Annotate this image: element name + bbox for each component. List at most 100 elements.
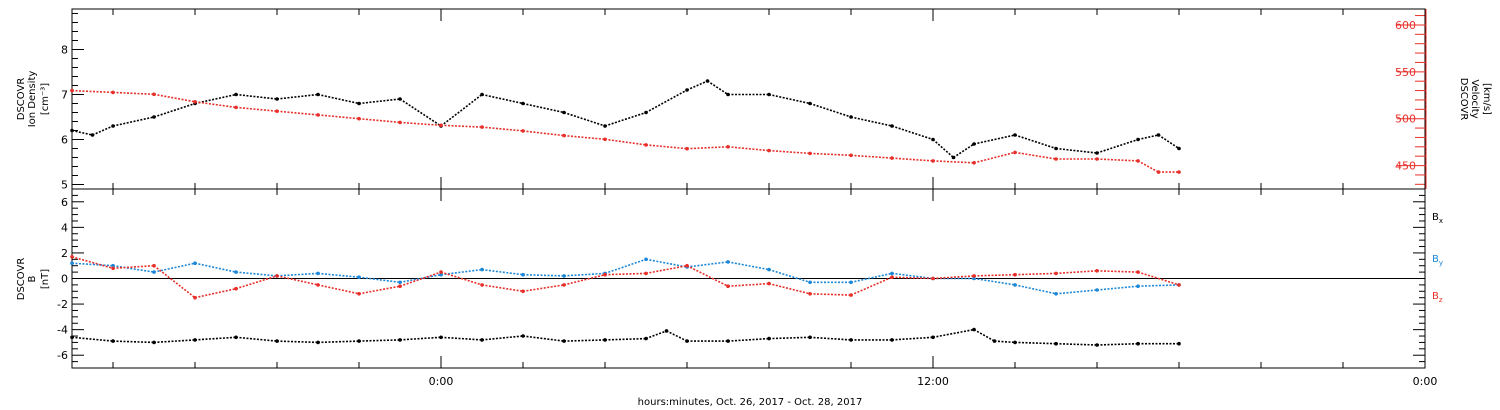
bz-segment [440,271,483,286]
bx-segment [1055,342,1098,346]
by-segment [194,262,237,273]
velocity-segment [604,138,647,146]
velocity-segment [71,89,114,94]
y-tick-label: 5 [61,179,68,192]
by-segment [973,277,1016,286]
bz-segment [768,282,811,295]
velocity-segment [112,91,155,96]
bx-segment [727,337,770,342]
velocity-segment [317,114,360,120]
bx-segment [891,336,934,341]
bz-segment [235,275,278,290]
by-segment [604,258,647,275]
density-segment [235,93,278,100]
density-segment [1096,138,1139,154]
density-segment [563,111,606,127]
density-segment [399,98,442,127]
legend-bz: Bz [1432,291,1443,304]
density-segment [973,134,1016,145]
bx-point [890,338,894,342]
bz-point [1054,271,1058,276]
y-tick-label: 6 [61,134,68,147]
density-segment [481,93,524,105]
bx-point [398,338,402,342]
density-segment [522,102,565,114]
density-label-line-1: DSCOVR [16,78,27,121]
by-segment [276,272,319,277]
bz-segment [686,264,729,287]
by-segment [645,258,688,268]
y-tick-label: 4 [61,221,68,234]
bx-segment [645,330,667,340]
bx-point [603,338,607,342]
bz-segment [1137,271,1180,286]
by-point [562,274,566,278]
density-segment [850,116,893,127]
bz-segment [112,264,155,270]
bx-segment [317,340,360,344]
bx-segment [71,336,114,342]
by-segment [440,268,483,276]
velocity-segment [522,130,565,137]
bz-segment [153,265,196,299]
velocity-segment [645,144,688,150]
velocity-segment [153,93,196,103]
bz-segment [563,273,606,286]
y-tick-label: 8 [61,44,68,57]
velocity-point [1177,170,1181,174]
x-tick-label: 0:00 [429,375,454,388]
bz-segment [276,275,319,286]
velocity-label-line-2: Velocity [1469,79,1480,118]
density-segment [686,80,708,91]
field-label-line-2: B [27,275,38,282]
bx-point [193,338,197,342]
density-segment [707,80,729,96]
velocity-segment [358,117,401,124]
bx-segment [666,330,688,342]
data-marks [70,79,1181,347]
density-segment [276,93,319,100]
velocity-segment [1096,158,1139,162]
bx-point [726,339,730,343]
by-segment [850,272,893,284]
bx-segment [1014,341,1057,345]
bx-segment [440,336,483,341]
by-segment [1096,285,1139,291]
y-tick-label: -6 [57,349,68,362]
y-tick-label: 2 [61,247,68,260]
by-segment [358,276,401,284]
velocity-segment [276,110,319,116]
by-segment [686,261,729,268]
x-tick-label: 0:00 [1413,375,1438,388]
velocity-point [316,113,320,117]
bz-segment [358,285,401,295]
bx-point [1177,341,1181,346]
velocity-segment [686,146,729,150]
velocity-segment [932,160,975,164]
density-segment [112,116,155,127]
velocity-segment [809,152,852,157]
bx-point [316,340,320,345]
velocity-segment [481,126,524,132]
y2-tick-label: 550 [1395,66,1416,79]
density-segment [768,93,811,105]
by-segment [481,268,524,276]
x-axis-title: hours:minutes, Oct. 26, 2017 - Oct. 28, … [638,397,863,408]
bx-segment [235,336,278,342]
velocity-segment [891,157,934,162]
y-tick-label: -4 [57,324,68,337]
density-segment [645,89,688,114]
by-segment [317,272,360,278]
bx-segment [112,340,155,344]
bz-point [972,274,976,278]
field-unit-label: [nT] [40,269,51,289]
bz-segment [973,273,1016,277]
bz-segment [71,256,114,270]
bx-point [480,338,484,342]
y-tick-label: 6 [61,196,68,209]
density-segment [1055,147,1098,154]
density-segment [440,93,483,127]
density-segment [92,125,114,136]
density-segment [1137,134,1159,141]
